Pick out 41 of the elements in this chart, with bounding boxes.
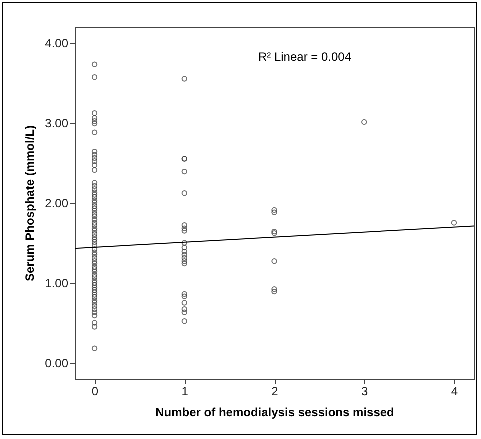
point	[362, 119, 368, 126]
x-tick-label: 2	[272, 384, 279, 398]
point	[272, 258, 278, 264]
point	[182, 228, 188, 234]
point	[182, 306, 188, 312]
annotation: R² Linear = 0.004	[258, 50, 352, 64]
point	[182, 244, 188, 251]
y-tick-label: 3.00	[45, 116, 69, 130]
y-tick-label: 0.00	[45, 356, 69, 370]
x-tick-label: 0	[92, 384, 99, 398]
y-axis-title: Serum Phosphate (mmol/L)	[23, 125, 38, 282]
point	[182, 255, 188, 262]
point	[182, 226, 188, 232]
point	[451, 220, 458, 226]
point	[272, 210, 278, 216]
y-tick-label: 1.00	[45, 276, 69, 290]
point	[182, 222, 188, 228]
point	[182, 168, 188, 175]
point	[182, 310, 188, 316]
point	[182, 300, 188, 306]
point	[182, 258, 188, 264]
point	[272, 207, 278, 214]
y-tick-label: 4.00	[45, 36, 69, 50]
point	[182, 318, 188, 324]
x-tick-label: 3	[362, 384, 369, 398]
point	[182, 252, 188, 258]
point	[182, 240, 188, 246]
point	[182, 291, 188, 298]
point	[272, 286, 278, 292]
x-tick-label: 4	[451, 384, 458, 398]
y-tick-label: 2.00	[45, 196, 69, 210]
x-tick-label: 1	[182, 384, 189, 398]
point	[182, 260, 188, 267]
x-axis-title: Number of hemodialysis sessions missed	[156, 406, 394, 420]
point	[182, 248, 188, 255]
point	[272, 228, 278, 235]
point	[272, 230, 278, 236]
point	[182, 76, 188, 82]
point	[182, 294, 188, 300]
point	[272, 288, 278, 295]
point	[182, 190, 188, 196]
